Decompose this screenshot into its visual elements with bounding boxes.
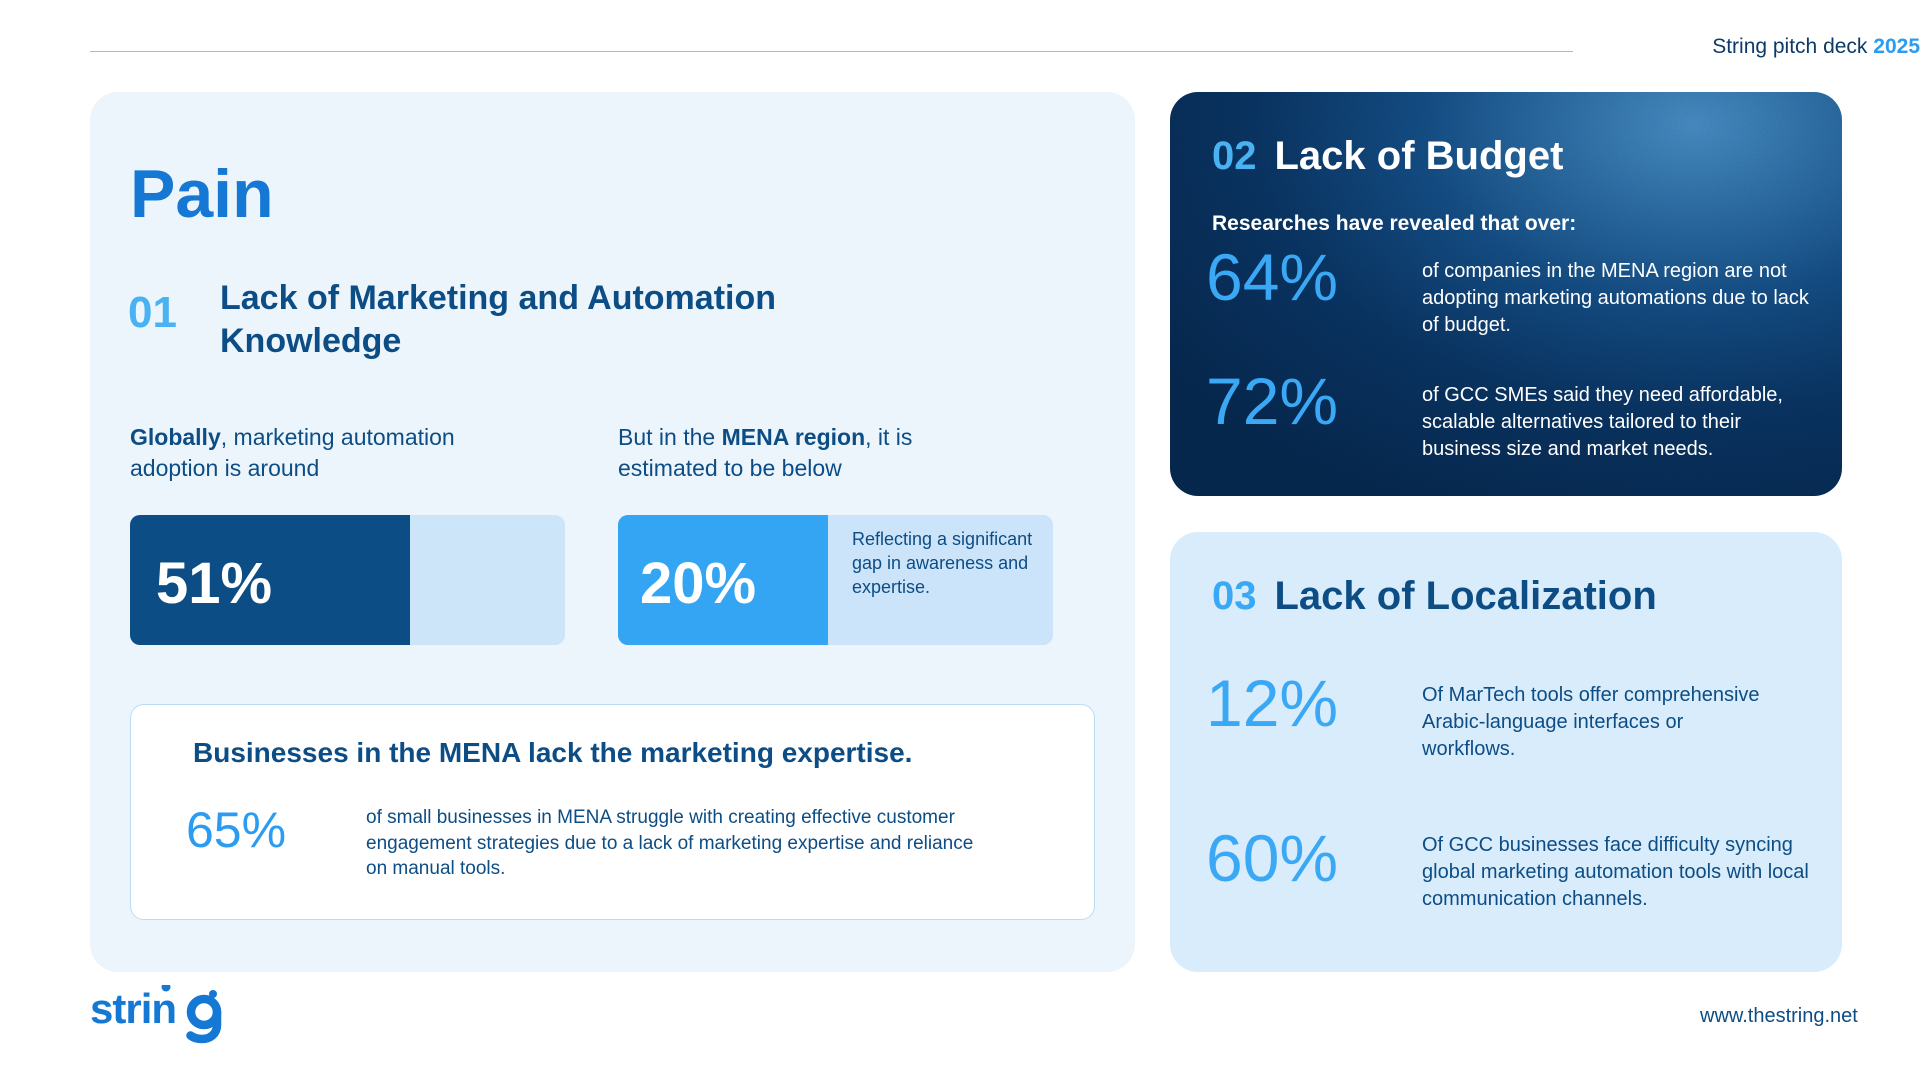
svg-text:strin: strin bbox=[90, 985, 176, 1032]
